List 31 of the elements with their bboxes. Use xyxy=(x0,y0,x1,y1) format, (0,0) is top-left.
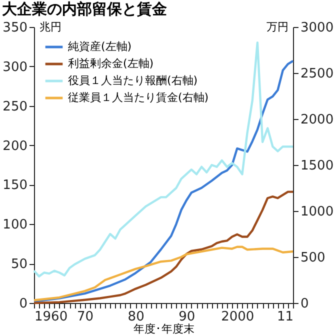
x-tick-label: 1960 xyxy=(34,310,68,324)
y2-axis-title: 万円 xyxy=(266,20,288,34)
x-tick-label: 11 xyxy=(276,310,294,324)
y-tick-label: 300 xyxy=(2,60,28,75)
legend-label: 利益剰余金(左軸) xyxy=(68,57,154,70)
y-tick-label: 350 xyxy=(2,20,28,36)
line-series xyxy=(32,246,294,302)
line-series xyxy=(32,42,294,278)
x-tick-label: 90 xyxy=(178,310,196,324)
y2-tick-label: 1500 xyxy=(300,158,334,174)
y-tick-label: 150 xyxy=(2,178,28,194)
y2-tick-label: 1000 xyxy=(300,204,334,220)
y-tick-label: 200 xyxy=(2,138,28,154)
y2-tick-label: 2500 xyxy=(300,66,334,82)
y2-tick-label: 3000 xyxy=(300,20,334,36)
legend-label: 従業員１人当たり賃金(右軸) xyxy=(68,91,209,104)
x-tick-label: 80 xyxy=(128,310,144,324)
chart-title: 大企業の内部留保と賃金 xyxy=(2,0,168,18)
y-tick-label: 100 xyxy=(2,218,28,233)
y-tick-label: 250 xyxy=(2,99,28,114)
x-tick-label: 70 xyxy=(77,310,94,324)
y2-tick-label: 2000 xyxy=(300,112,334,128)
y2-tick-label: 500 xyxy=(300,250,326,266)
y2-tick-label: 0 xyxy=(300,296,309,312)
x-tick-label: 2000 xyxy=(221,310,254,324)
y-tick-label: 50 xyxy=(10,257,28,272)
y-tick-label: 0 xyxy=(19,296,28,312)
y-axis-title: 兆円 xyxy=(40,20,62,34)
x-axis-title: 年度･年度末 xyxy=(134,322,194,336)
legend-label: 役員１人当たり報酬(右軸) xyxy=(68,74,198,87)
legend-label: 純資産(左軸) xyxy=(68,40,132,53)
